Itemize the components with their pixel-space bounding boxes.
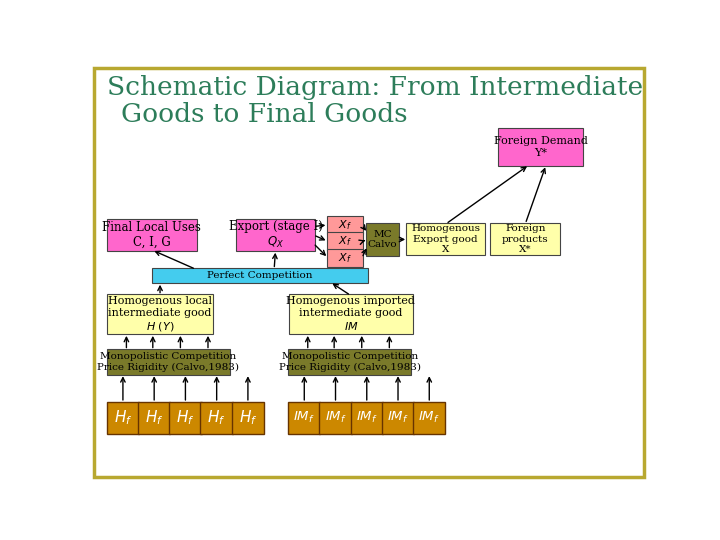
Text: $H_f$: $H_f$ bbox=[238, 408, 257, 427]
FancyBboxPatch shape bbox=[406, 223, 485, 255]
FancyBboxPatch shape bbox=[498, 128, 582, 166]
FancyBboxPatch shape bbox=[366, 223, 399, 255]
FancyBboxPatch shape bbox=[327, 216, 364, 234]
Text: Perfect Competition: Perfect Competition bbox=[207, 271, 313, 280]
Text: Foreign Demand
Y*: Foreign Demand Y* bbox=[494, 136, 588, 158]
FancyBboxPatch shape bbox=[153, 268, 368, 283]
FancyBboxPatch shape bbox=[288, 402, 320, 434]
FancyBboxPatch shape bbox=[320, 402, 351, 434]
Text: $H_f$: $H_f$ bbox=[207, 408, 226, 427]
Text: $IM_f$: $IM_f$ bbox=[325, 410, 346, 426]
Text: Export (stage I)
$Q_X$: Export (stage I) $Q_X$ bbox=[228, 220, 323, 250]
Text: $IM_f$: $IM_f$ bbox=[356, 410, 378, 426]
Text: Schematic Diagram: From Intermediate: Schematic Diagram: From Intermediate bbox=[107, 75, 643, 100]
FancyBboxPatch shape bbox=[200, 402, 233, 434]
Text: $IM_f$: $IM_f$ bbox=[418, 410, 440, 426]
Text: $H_f$: $H_f$ bbox=[145, 408, 163, 427]
Text: Foreign
products
X*: Foreign products X* bbox=[502, 224, 549, 254]
Text: $X_f$: $X_f$ bbox=[338, 218, 352, 232]
Text: Homogenous local
intermediate good
$H$ $(Y)$: Homogenous local intermediate good $H$ $… bbox=[108, 296, 212, 333]
Text: $X_f$: $X_f$ bbox=[338, 234, 352, 248]
FancyBboxPatch shape bbox=[107, 402, 139, 434]
FancyBboxPatch shape bbox=[327, 232, 364, 251]
Text: $H_f$: $H_f$ bbox=[176, 408, 194, 427]
FancyBboxPatch shape bbox=[236, 219, 315, 251]
FancyBboxPatch shape bbox=[490, 223, 560, 255]
FancyBboxPatch shape bbox=[107, 219, 197, 251]
Text: Goods to Final Goods: Goods to Final Goods bbox=[121, 102, 408, 127]
Text: Homogenous imported
intermediate good
$IM$: Homogenous imported intermediate good $I… bbox=[287, 296, 415, 332]
FancyBboxPatch shape bbox=[382, 402, 414, 434]
FancyBboxPatch shape bbox=[138, 402, 171, 434]
FancyBboxPatch shape bbox=[351, 402, 383, 434]
Text: $H_f$: $H_f$ bbox=[114, 408, 132, 427]
Text: $IM_f$: $IM_f$ bbox=[387, 410, 409, 426]
FancyBboxPatch shape bbox=[107, 294, 213, 334]
Text: MC
Calvo: MC Calvo bbox=[368, 230, 397, 249]
Text: $X_f$: $X_f$ bbox=[338, 251, 352, 265]
FancyBboxPatch shape bbox=[107, 349, 230, 375]
FancyBboxPatch shape bbox=[327, 249, 364, 267]
FancyBboxPatch shape bbox=[288, 349, 411, 375]
FancyBboxPatch shape bbox=[413, 402, 446, 434]
Text: Monopolistic Competition
Price Rigidity (Calvo,1983): Monopolistic Competition Price Rigidity … bbox=[279, 352, 420, 372]
Text: Homogenous
Export good
X: Homogenous Export good X bbox=[411, 224, 480, 254]
Text: Monopolistic Competition
Price Rigidity (Calvo,1983): Monopolistic Competition Price Rigidity … bbox=[97, 352, 239, 372]
FancyBboxPatch shape bbox=[232, 402, 264, 434]
FancyBboxPatch shape bbox=[289, 294, 413, 334]
Text: Final Local Uses
C, I, G: Final Local Uses C, I, G bbox=[102, 221, 201, 249]
Text: $IM_f$: $IM_f$ bbox=[293, 410, 315, 426]
FancyBboxPatch shape bbox=[169, 402, 202, 434]
